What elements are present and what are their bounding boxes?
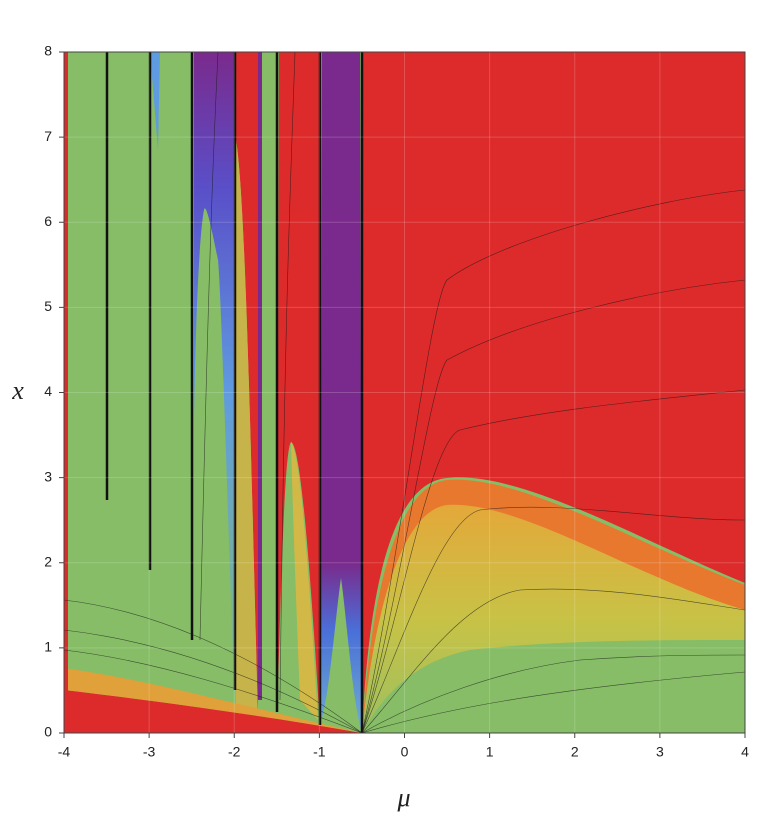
plot-frame [63, 51, 746, 734]
y-axis-title: x [11, 376, 24, 405]
x-tick-label: 1 [486, 744, 494, 760]
x-tick-label: -3 [143, 744, 156, 760]
x-tick-label: -1 [313, 744, 326, 760]
x-axis-title: μ [396, 783, 410, 812]
x-tick-label: 4 [741, 744, 749, 760]
x-tick-label: -2 [228, 744, 241, 760]
y-tick-label: 2 [44, 553, 52, 569]
contour-fill [64, 52, 745, 733]
y-tick-label: 4 [44, 383, 52, 399]
y-tick-label: 3 [44, 468, 52, 484]
y-tick-label: 7 [44, 128, 52, 144]
y-tick-label: 1 [44, 639, 52, 655]
x-tick-label: 0 [401, 744, 409, 760]
x-tick-label: -4 [58, 744, 71, 760]
y-tick-label: 0 [44, 724, 52, 740]
y-tick-label: 5 [44, 298, 52, 314]
y-tick-label: 6 [44, 213, 52, 229]
x-tick-label: 3 [656, 744, 664, 760]
y-tick-label: 8 [44, 43, 52, 59]
x-tick-label: 2 [571, 744, 579, 760]
